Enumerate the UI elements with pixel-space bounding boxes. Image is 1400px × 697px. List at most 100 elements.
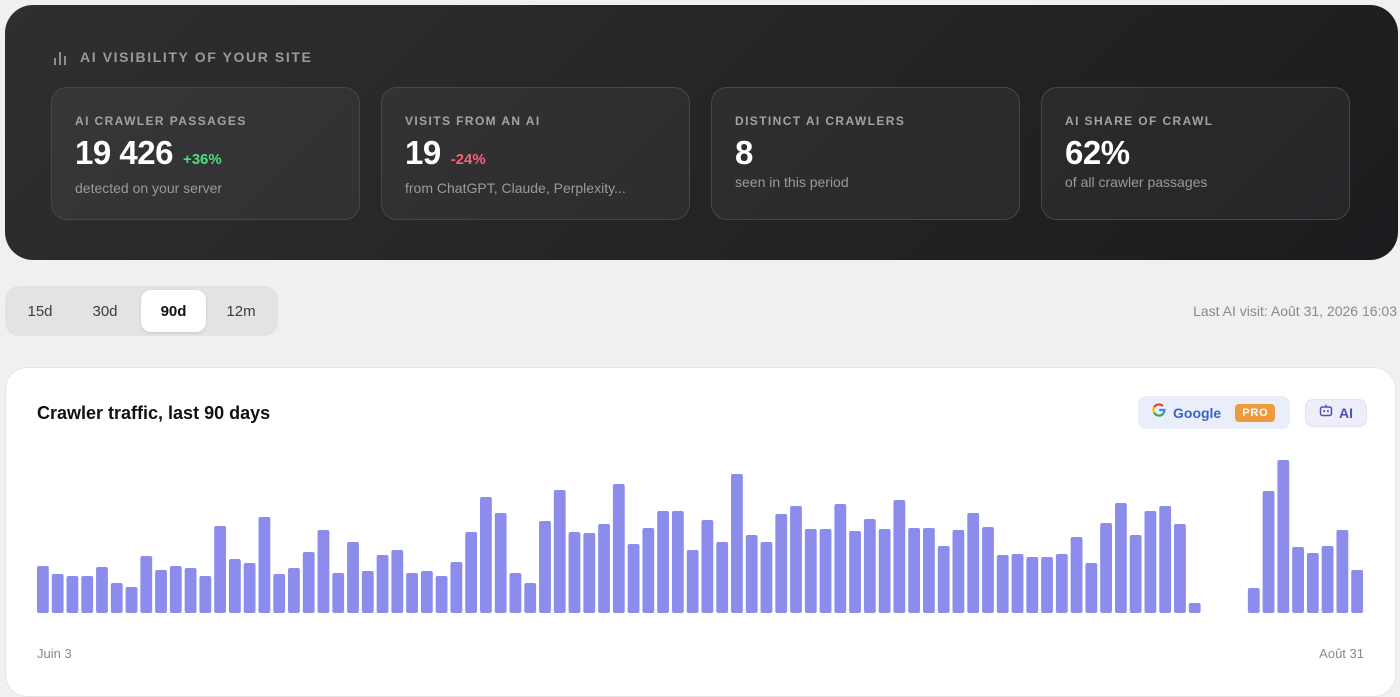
bar-day-73[interactable] — [1100, 523, 1113, 613]
bar-day-52[interactable] — [790, 506, 802, 613]
tab-12m[interactable]: 12m — [226, 302, 256, 320]
bar-day-35[interactable] — [539, 521, 551, 613]
bar-day-57[interactable] — [863, 519, 876, 613]
bar-day-68[interactable] — [1026, 557, 1039, 613]
bar-day-18[interactable] — [288, 568, 300, 613]
bar-day-84[interactable] — [1262, 491, 1275, 613]
google-filter-button[interactable]: Google PRO — [1138, 396, 1290, 429]
bar-day-24[interactable] — [376, 555, 389, 613]
bar-day-67[interactable] — [1011, 554, 1024, 613]
bar-day-62[interactable] — [937, 546, 950, 613]
bar-day-39[interactable] — [598, 524, 610, 613]
bar-day-69[interactable] — [1041, 557, 1053, 613]
bar-day-20[interactable] — [317, 530, 330, 613]
bar-day-55[interactable] — [834, 504, 847, 613]
bar-day-15[interactable] — [243, 563, 256, 613]
crawler-traffic-card: Crawler traffic, last 90 days Google PRO… — [5, 367, 1396, 697]
bar-day-50[interactable] — [760, 542, 773, 613]
tab-30d[interactable]: 30d — [92, 302, 118, 320]
bar-day-13[interactable] — [214, 526, 227, 613]
bar-day-49[interactable] — [745, 535, 758, 613]
bar-day-90[interactable] — [1351, 570, 1364, 613]
bar-day-3[interactable] — [66, 576, 79, 613]
bar-day-19[interactable] — [302, 552, 315, 613]
bar-day-65[interactable] — [982, 527, 994, 613]
bar-day-11[interactable] — [184, 568, 197, 613]
x-axis-end-label: Août 31 — [1319, 646, 1364, 661]
bar-day-75[interactable] — [1129, 535, 1142, 613]
stat-label: AI CRAWLER PASSAGES — [75, 114, 247, 128]
bar-day-88[interactable] — [1321, 546, 1334, 613]
bar-day-87[interactable] — [1306, 553, 1319, 613]
bar-day-44[interactable] — [671, 511, 684, 613]
bar-day-42[interactable] — [642, 528, 655, 613]
bar-day-85[interactable] — [1277, 460, 1290, 613]
bar-day-28[interactable] — [435, 576, 448, 613]
bar-day-7[interactable] — [125, 587, 138, 613]
bar-day-72[interactable] — [1085, 563, 1098, 613]
bar-day-27[interactable] — [420, 571, 433, 613]
bar-day-63[interactable] — [952, 530, 965, 613]
bar-day-45[interactable] — [686, 550, 699, 613]
bar-day-2[interactable] — [51, 574, 64, 613]
bar-day-1[interactable] — [37, 566, 49, 613]
bar-day-53[interactable] — [804, 529, 817, 613]
bar-day-22[interactable] — [347, 542, 359, 613]
bar-day-4[interactable] — [81, 576, 94, 613]
bar-day-31[interactable] — [480, 497, 492, 613]
bar-day-59[interactable] — [893, 500, 906, 613]
bar-day-25[interactable] — [391, 550, 404, 613]
stat-card-ai-share: AI SHARE OF CRAWL 62% of all crawler pas… — [1041, 87, 1350, 220]
bar-day-16[interactable] — [258, 517, 271, 613]
bar-day-9[interactable] — [155, 570, 167, 613]
bar-day-26[interactable] — [406, 573, 418, 613]
bar-day-43[interactable] — [657, 511, 670, 613]
tab-15d[interactable]: 15d — [27, 302, 53, 320]
bar-day-46[interactable] — [701, 520, 714, 613]
bar-day-51[interactable] — [775, 514, 788, 613]
bar-day-12[interactable] — [199, 576, 212, 613]
bar-day-86[interactable] — [1292, 547, 1304, 613]
bar-day-36[interactable] — [553, 490, 566, 613]
bar-day-56[interactable] — [849, 531, 861, 613]
bar-day-61[interactable] — [923, 528, 935, 613]
bar-day-48[interactable] — [731, 474, 743, 613]
bar-day-40[interactable] — [612, 484, 625, 613]
bar-day-77[interactable] — [1159, 506, 1172, 613]
bar-day-30[interactable] — [465, 532, 478, 613]
bar-day-6[interactable] — [110, 583, 123, 613]
bar-day-66[interactable] — [996, 555, 1009, 613]
bar-day-79[interactable] — [1188, 603, 1201, 613]
bar-day-70[interactable] — [1055, 554, 1068, 613]
bar-day-23[interactable] — [361, 571, 374, 613]
bar-day-14[interactable] — [228, 559, 241, 613]
panel-title: AI VISIBILITY OF YOUR SITE — [80, 49, 313, 65]
bar-day-10[interactable] — [169, 566, 182, 613]
bar-day-34[interactable] — [524, 583, 537, 613]
bar-day-78[interactable] — [1174, 524, 1186, 613]
bar-day-58[interactable] — [878, 529, 891, 613]
bar-day-47[interactable] — [716, 542, 729, 613]
bar-day-37[interactable] — [568, 532, 581, 613]
bar-day-32[interactable] — [494, 513, 507, 613]
bar-day-21[interactable] — [332, 573, 345, 613]
bar-day-89[interactable] — [1336, 530, 1349, 613]
bar-day-76[interactable] — [1144, 511, 1157, 613]
stat-subtitle: seen in this period — [735, 174, 849, 190]
bar-day-38[interactable] — [583, 533, 596, 613]
bar-day-54[interactable] — [819, 529, 832, 613]
bar-day-60[interactable] — [908, 528, 921, 613]
bar-day-5[interactable] — [96, 567, 108, 613]
tab-90d[interactable]: 90d — [141, 290, 206, 332]
bar-day-74[interactable] — [1114, 503, 1127, 613]
bar-day-33[interactable] — [509, 573, 522, 613]
bar-day-71[interactable] — [1070, 537, 1083, 613]
ai-filter-button[interactable]: AI — [1305, 399, 1367, 427]
bar-day-17[interactable] — [273, 574, 286, 613]
bar-day-83[interactable] — [1247, 588, 1260, 613]
bar-day-8[interactable] — [140, 556, 153, 613]
bar-day-41[interactable] — [627, 544, 640, 613]
bar-day-29[interactable] — [450, 562, 463, 613]
chart-title: Crawler traffic, last 90 days — [37, 403, 271, 423]
bar-day-64[interactable] — [967, 513, 980, 613]
